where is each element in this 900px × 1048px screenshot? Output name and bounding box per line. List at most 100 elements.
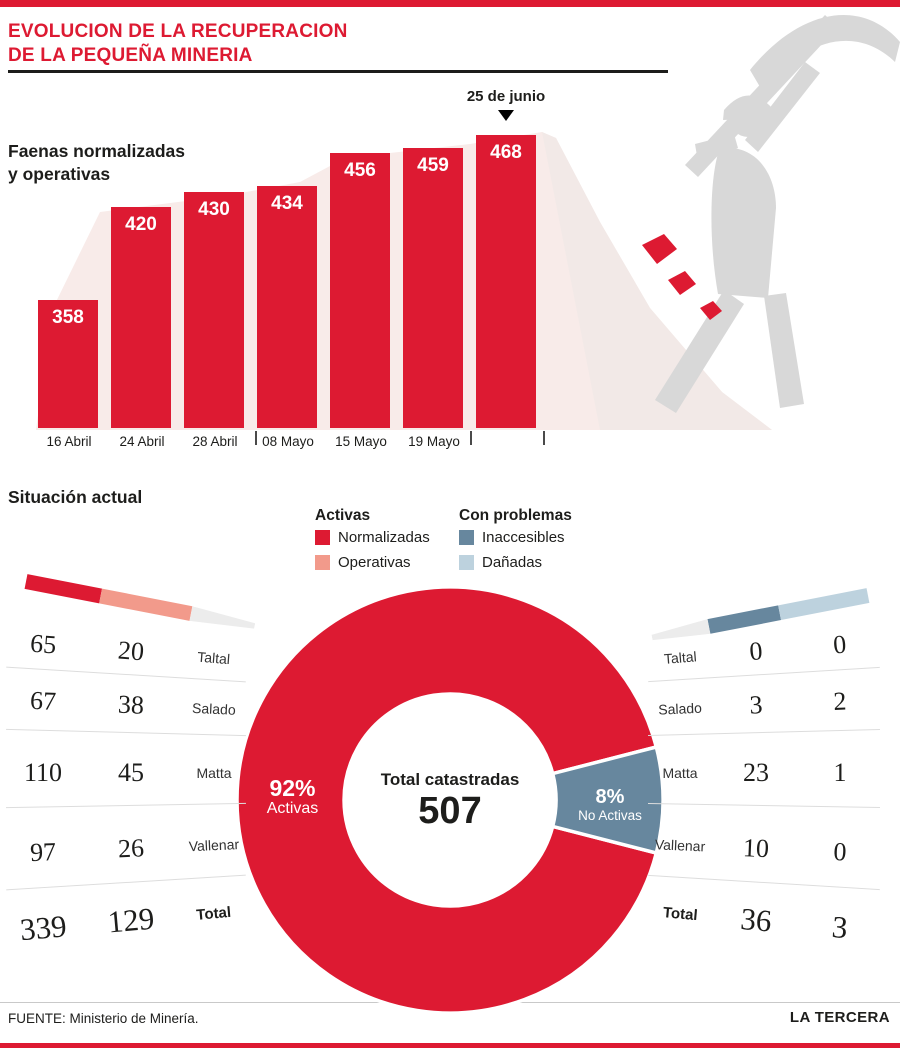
table-row-left-total: 339 129 Total <box>5 890 248 953</box>
donut-pct-no-activas: 8% <box>595 786 625 808</box>
row-divider <box>6 728 246 737</box>
bar-19-mayo: 459 <box>403 148 463 428</box>
region-label: Salado <box>657 699 703 718</box>
donut-chart <box>235 585 665 1015</box>
legend-label-danadas: Dañadas <box>482 554 543 571</box>
leader-segment-normalizadas <box>24 574 103 604</box>
x-axis-label: 16 Abril <box>46 434 92 449</box>
legend-title-problemas: Con problemas <box>459 507 572 524</box>
miner-arm-upper <box>745 62 820 152</box>
value-dañadas: 0 <box>832 629 848 660</box>
table-row-left-matta: 110 45 Matta <box>6 752 246 794</box>
table-row-left-salado: 67 38 Salado <box>5 679 247 731</box>
miner-leg-back <box>764 293 804 408</box>
bar-08-mayo: 434 <box>257 186 317 428</box>
value-normalizadas: 339 <box>18 908 68 948</box>
miner-torso <box>711 147 776 298</box>
total-label: Total catastradas <box>380 770 520 789</box>
table-row-right-matta: Matta 23 1 <box>648 752 880 794</box>
value-inaccesibles: 10 <box>742 833 770 864</box>
table-row-left-vallenar: 97 26 Vallenar <box>5 823 247 875</box>
miner-helmet <box>723 95 774 120</box>
region-label: Salado <box>191 699 237 718</box>
x-axis-label: 24 Abril <box>119 434 165 449</box>
legend-item-normalizadas: Normalizadas <box>315 529 430 546</box>
legend-label-normalizadas: Normalizadas <box>338 529 430 546</box>
value-normalizadas: 65 <box>29 628 58 660</box>
top-accent-bar <box>0 0 900 7</box>
region-label: Matta <box>196 765 232 781</box>
total-value: 507 <box>418 790 482 832</box>
value-dañadas: 1 <box>833 758 847 787</box>
legend-swatch-normalizadas <box>315 530 330 545</box>
legend-item-danadas: Dañadas <box>459 554 542 571</box>
brand-logo: LA TERCERA <box>789 1009 890 1026</box>
region-label: Taltal <box>196 648 231 668</box>
value-inaccesibles: 3 <box>748 690 764 720</box>
row-divider <box>648 874 880 891</box>
value-dañadas: 2 <box>832 686 848 716</box>
table-row-right-salado: Salado 3 2 <box>647 679 881 731</box>
value-normalizadas: 67 <box>29 685 57 716</box>
donut-segment-no-activas <box>550 744 665 856</box>
bar-chart: 358 420 430 434 456 459 468 <box>38 130 548 428</box>
table-row-left-taltal: 65 20 Taltal <box>5 621 248 682</box>
miner-leg-front <box>655 290 744 413</box>
value-normalizadas: 97 <box>29 837 57 868</box>
donut-label-no-activas: 8% No Activas <box>562 786 658 824</box>
bar-15-mayo: 456 <box>330 153 390 428</box>
bottom-accent-bar <box>0 1043 900 1048</box>
bar-16-abril: 358 <box>38 300 98 428</box>
bar-value-label: 459 <box>417 155 449 176</box>
annotation-label: 25 de junio <box>466 88 546 105</box>
value-operativas: 26 <box>117 833 145 864</box>
x-axis: 16 Abril 24 Abril 28 Abril 08 Mayo 15 Mayo 19… <box>38 434 558 452</box>
legend-swatch-operativas <box>315 555 330 570</box>
miner-arm-lower <box>695 134 738 162</box>
legend-item-operativas: Operativas <box>315 554 411 571</box>
arrow-down-icon <box>498 110 514 121</box>
legend-label-inaccesibles: Inaccesibles <box>482 529 565 546</box>
axis-tick <box>543 431 545 445</box>
axis-tick <box>255 431 257 445</box>
donut-label-activas: 92% Activas <box>240 776 345 818</box>
region-label: Vallenar <box>188 836 240 855</box>
value-operativas: 45 <box>118 758 144 787</box>
legend-title-activas: Activas <box>315 507 371 524</box>
falling-rock-icon <box>668 271 696 295</box>
bar-value-label: 468 <box>490 142 522 163</box>
row-divider <box>6 874 246 891</box>
donut-sub-no-activas: No Activas <box>578 808 642 823</box>
title-underline <box>8 70 668 73</box>
legend-swatch-inaccesibles <box>459 530 474 545</box>
legend-swatch-danadas <box>459 555 474 570</box>
bar-24-abril: 420 <box>111 207 171 428</box>
page-title: EVOLUCION DE LA RECUPERACION DE LA PEQUE… <box>8 21 348 66</box>
falling-rock-icon <box>642 234 677 264</box>
region-label: Total <box>195 903 232 924</box>
value-operativas: 20 <box>116 635 146 667</box>
value-normalizadas: 110 <box>23 758 63 787</box>
region-label: Vallenar <box>654 836 706 855</box>
pickaxe-blade <box>750 14 900 92</box>
source-note: FUENTE: Ministerio de Minería. <box>8 1011 199 1026</box>
value-inaccesibles: 23 <box>743 758 769 787</box>
value-dañadas: 3 <box>830 909 850 946</box>
leader-segment-danadas <box>778 588 870 621</box>
legend-label-operativas: Operativas <box>338 554 411 571</box>
bar-25-de-junio: 468 <box>476 135 536 428</box>
section-heading: Situación actual <box>8 487 143 507</box>
axis-tick <box>470 431 472 445</box>
bar-value-label: 430 <box>198 199 230 220</box>
value-dañadas: 0 <box>832 837 848 867</box>
value-operativas: 129 <box>106 900 156 940</box>
row-divider <box>648 728 880 737</box>
value-operativas: 38 <box>117 689 145 720</box>
value-inaccesibles: 0 <box>748 636 764 667</box>
mountain-shadow <box>542 132 772 430</box>
x-axis-label: 08 Mayo <box>262 434 314 449</box>
bar-value-label: 358 <box>52 307 84 328</box>
donut-segment-activas <box>235 585 659 1015</box>
donut-sub-activas: Activas <box>266 800 319 818</box>
